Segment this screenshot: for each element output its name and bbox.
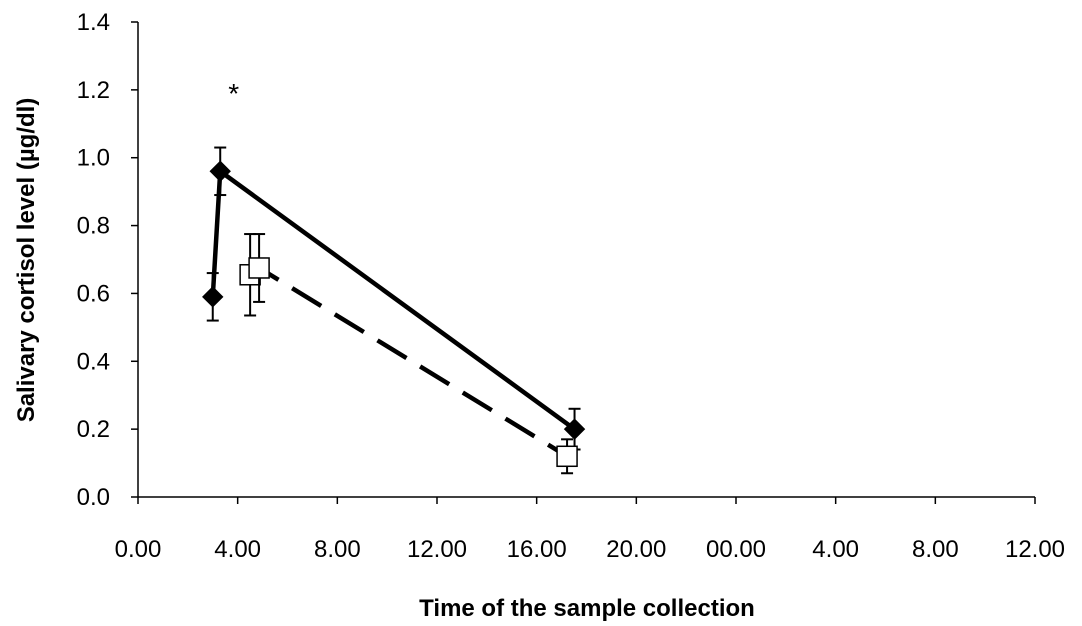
- significance-asterisk: *: [228, 78, 239, 109]
- y-tick-label: 0.0: [77, 484, 110, 511]
- x-tick-label: 20.00: [606, 536, 666, 563]
- y-tick-label: 0.2: [77, 416, 110, 443]
- square-marker: [248, 257, 270, 279]
- x-tick-label: 16.00: [507, 536, 567, 563]
- x-tick-label: 12.00: [1005, 536, 1065, 563]
- series-layer: [202, 146, 586, 475]
- y-tick-label: 0.4: [77, 348, 110, 375]
- series-line: [248, 265, 569, 459]
- x-tick-label: 0.00: [115, 536, 162, 563]
- y-tick-label: 1.0: [77, 145, 110, 172]
- y-tick-label: 0.6: [77, 280, 110, 307]
- diamond-marker: [202, 286, 224, 308]
- y-tick-label: 0.8: [77, 213, 110, 240]
- series-2: [239, 233, 578, 475]
- series-1: [202, 146, 586, 451]
- x-tick-label: 00.00: [706, 536, 766, 563]
- axes: 0.0 0.2 0.4 0.6 0.8 1.0 1.2 1.4 0.00 4.00 8.00 12.0…: [77, 9, 1065, 563]
- x-tick-label: 4.00: [812, 536, 859, 563]
- square-marker: [556, 445, 578, 468]
- diamond-marker: [209, 160, 231, 182]
- x-tick-label: 4.00: [214, 536, 261, 563]
- y-axis-title: Salivary cortisol level (µg/dl): [13, 98, 40, 423]
- labels: Time of the sample collection Salivary c…: [13, 78, 755, 622]
- x-axis-title: Time of the sample collection: [419, 595, 755, 622]
- y-tick-label: 1.4: [77, 9, 110, 36]
- x-tick-label: 12.00: [407, 536, 467, 563]
- series-line: [210, 167, 576, 431]
- x-tick-label: 8.00: [912, 536, 959, 563]
- diamond-marker: [563, 418, 586, 440]
- y-tick-label: 1.2: [77, 77, 110, 104]
- x-tick-label: 8.00: [314, 536, 361, 563]
